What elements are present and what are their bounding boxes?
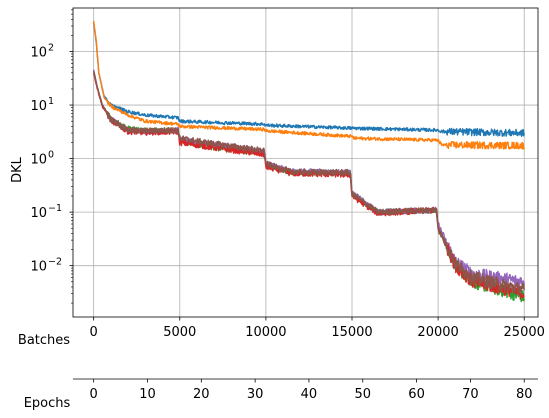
y-tick-exponent: 0 [48, 150, 54, 161]
x-tick-label: 0 [90, 325, 98, 340]
epochs-tick-label: 20 [193, 387, 210, 402]
epochs-tick-label: 70 [462, 387, 479, 402]
epochs-tick-label: 10 [139, 387, 156, 402]
series-line-5 [93, 20, 525, 150]
series-line-3 [93, 71, 525, 296]
epochs-tick-label: 50 [354, 387, 371, 402]
x-tick-label: 10000 [245, 325, 286, 340]
x-tick-label: 15000 [331, 325, 372, 340]
series-line-4 [93, 22, 525, 137]
epochs-tick-label: 80 [516, 387, 533, 402]
epochs-axis: 0 10 20 30 40 50 60 70 80 [73, 378, 538, 402]
x-tick-label: 5000 [163, 325, 196, 340]
epochs-tick-label: 60 [408, 387, 425, 402]
x-tick-label: 20000 [417, 325, 458, 340]
y-tick-label: 10 [30, 99, 47, 114]
batches-axis-label: Batches [18, 333, 70, 348]
batches-axis-ticks: 0 5000 10000 15000 20000 25000 [90, 317, 545, 340]
series-layer [93, 20, 525, 303]
x-tick-label: 25000 [504, 325, 545, 340]
grid-lines [73, 8, 538, 317]
y-tick-label: 10 [30, 206, 47, 221]
y-tick-label: 10 [30, 260, 47, 275]
y-tick-exponent: −2 [48, 257, 62, 268]
plot-frame [72, 7, 539, 318]
y-tick-label: 10 [30, 153, 47, 168]
y-tick-exponent: 1 [48, 96, 54, 107]
y-tick-exponent: −1 [48, 203, 62, 214]
series-line-1 [93, 69, 525, 289]
epochs-tick-label: 0 [90, 387, 98, 402]
y-tick-label: 10 [30, 46, 47, 61]
y-axis-label: DKL [10, 156, 25, 183]
epochs-tick-label: 30 [247, 387, 264, 402]
epochs-axis-label: Epochs [24, 396, 71, 411]
epochs-tick-label: 40 [301, 387, 318, 402]
y-tick-exponent: 2 [48, 43, 54, 54]
